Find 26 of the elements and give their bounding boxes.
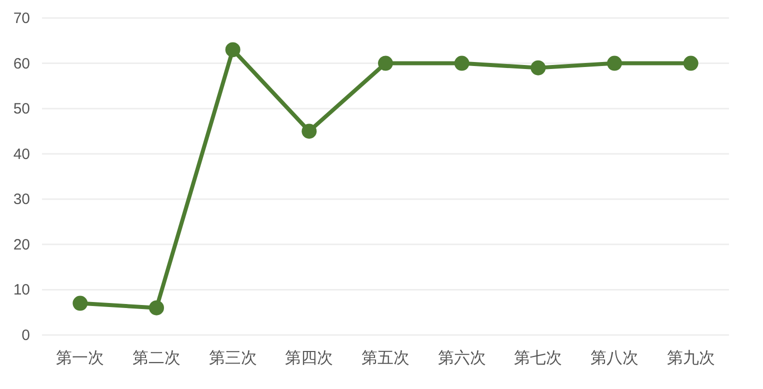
point <box>530 60 546 76</box>
y-tick-label: 10 <box>13 282 30 299</box>
x-tick-label: 第二次 <box>132 350 180 367</box>
y-tick-label: 50 <box>13 100 30 118</box>
y-tick-label: 30 <box>13 191 30 208</box>
x-tick-label: 第四次 <box>285 350 334 367</box>
x-tick-label: 第五次 <box>362 350 410 367</box>
point <box>607 56 622 71</box>
y-tick-label: 0 <box>22 327 30 344</box>
x-tick-label: 第六次 <box>438 349 486 367</box>
y-tick-label: 70 <box>13 10 30 27</box>
y-tick-label: 20 <box>13 236 30 254</box>
point <box>683 56 698 71</box>
x-tick-label: 第一次 <box>56 350 104 367</box>
x-tick-label: 第七次 <box>514 349 562 367</box>
x-tick-label: 第八次 <box>590 350 638 367</box>
y-tick-label: 60 <box>13 55 30 72</box>
point <box>378 56 393 71</box>
x-tick-label: 第三次 <box>208 350 257 367</box>
point <box>225 42 240 58</box>
y-tick-label: 40 <box>13 146 30 163</box>
point <box>149 300 164 316</box>
point <box>72 296 88 311</box>
x-tick-label: 第九次 <box>666 349 715 367</box>
point <box>454 56 470 71</box>
point <box>302 124 317 139</box>
